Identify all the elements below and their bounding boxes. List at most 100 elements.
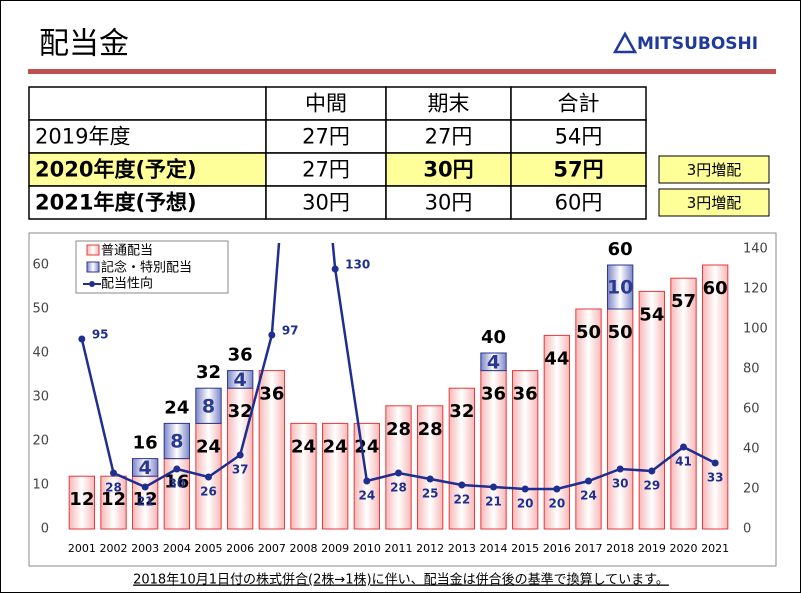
ratio-point [426, 475, 434, 483]
table-cell [28, 86, 267, 121]
legend-dot [89, 281, 95, 287]
bar-special [163, 422, 191, 460]
bar-label: 50 [608, 322, 633, 343]
title-rule [28, 69, 776, 74]
y-tick-label: 30 [32, 390, 49, 405]
ratio-point [78, 335, 86, 343]
legend-swatch [86, 244, 100, 256]
table-cell [510, 185, 647, 220]
column-header: 合計 [558, 92, 600, 116]
ratio-point [141, 483, 149, 491]
x-tick-label: 2004 [163, 542, 191, 555]
bar-label: 24 [291, 436, 316, 457]
ratio-label: 130 [345, 258, 370, 272]
ratio-point [553, 485, 561, 493]
total-label: 16 [133, 433, 158, 454]
total-label: 24 [164, 397, 189, 418]
bar-label: 36 [513, 384, 538, 405]
y-tick-label: 10 [32, 478, 49, 493]
bar-label: 32 [228, 401, 253, 422]
x-tick-label: 2003 [131, 542, 159, 555]
footnote: 2018年10月1日付の株式併合(2株→1株)に伴い、配当金は併合後の基準で換算… [133, 572, 669, 588]
x-tick-label: 2021 [701, 542, 729, 555]
row-label: 2019年度 [35, 125, 130, 149]
bar [448, 387, 475, 530]
bar-label: 12 [69, 489, 94, 510]
legend-box [75, 240, 229, 294]
ratio-point [585, 477, 592, 485]
special-label: 4 [234, 369, 247, 391]
bar-label: 60 [703, 278, 728, 299]
bar-label: 12 [133, 489, 158, 510]
y-tick-label: 0 [41, 522, 49, 537]
ratio-point [711, 459, 719, 467]
y2-tick-label: 60 [743, 402, 760, 417]
bar-label: 24 [196, 436, 221, 457]
table-cell [510, 152, 647, 187]
bar-special [607, 264, 634, 310]
y2-tick-label: 80 [743, 362, 760, 377]
ratio-label: 29 [643, 479, 660, 493]
legend-label: 記念・特別配当 [101, 260, 192, 276]
ratio-point [680, 443, 687, 451]
ratio-label: 30 [168, 477, 185, 491]
ratio-label: 95 [92, 328, 109, 342]
bar [258, 370, 285, 530]
bar-special [480, 352, 507, 372]
table: 中間 期末 合計 2019年度 27円 27円 54円 2020年度(予定) 27円 30円 57円… [28, 86, 770, 220]
bar-label: 57 [671, 291, 696, 312]
total-label: 32 [196, 362, 221, 383]
bar-label: 44 [544, 348, 569, 369]
special-label: 4 [139, 457, 152, 479]
table-cell [385, 119, 512, 154]
special-label: 4 [487, 351, 500, 373]
ratio-point [173, 465, 181, 473]
x-tick-label: 2005 [195, 542, 223, 555]
bar-label: 24 [323, 436, 348, 457]
total-label: 40 [481, 327, 506, 348]
bar [575, 308, 602, 530]
table-value: 30円 [423, 158, 473, 182]
x-tick-label: 2006 [226, 542, 254, 555]
ratio-label: 33 [707, 471, 724, 485]
special-label: 8 [170, 431, 183, 453]
y-tick-label: 60 [32, 258, 49, 273]
x-tick-label: 2015 [511, 542, 539, 555]
table-value: 27円 [302, 158, 350, 182]
ratio-point [616, 465, 624, 473]
y-tick-label: 40 [32, 346, 49, 361]
bar [68, 475, 95, 530]
bar [322, 422, 349, 530]
total-label: 60 [608, 239, 633, 260]
ratio-point [521, 485, 529, 493]
table-value: 27円 [302, 125, 350, 149]
row-label: 2021年度(予想) [35, 191, 197, 215]
chart: 0 10 20 30 40 50 60 0 20 40 60 80 100 120 140 2001 12 200… [32, 239, 768, 555]
bar [290, 422, 317, 530]
bar [417, 405, 444, 530]
x-tick-label: 2019 [638, 542, 666, 555]
y2-tick-label: 40 [743, 442, 760, 457]
note: 3円増配 [687, 161, 742, 179]
ratio-label: 28 [105, 481, 122, 495]
column-header: 期末 [428, 92, 470, 116]
ratio-point [205, 473, 212, 481]
ratio-point [395, 469, 402, 477]
ratio-point [648, 467, 656, 475]
ratio-point [236, 451, 244, 459]
x-tick-label: 2009 [321, 542, 349, 555]
ratio-point [490, 483, 497, 491]
ratio-label: 37 [232, 463, 249, 477]
bar [512, 370, 539, 530]
legend-label: 配当性向 [101, 276, 153, 292]
table-value: 60円 [555, 191, 603, 215]
ratio-label: 26 [200, 485, 217, 499]
y2-tick-label: 100 [743, 322, 768, 337]
bar [480, 370, 507, 530]
column-header: 中間 [305, 92, 347, 116]
ratio-label: 24 [580, 489, 597, 503]
table-cell [385, 185, 512, 220]
ratio-label: 30 [612, 477, 629, 491]
x-tick-label: 2007 [258, 542, 286, 555]
